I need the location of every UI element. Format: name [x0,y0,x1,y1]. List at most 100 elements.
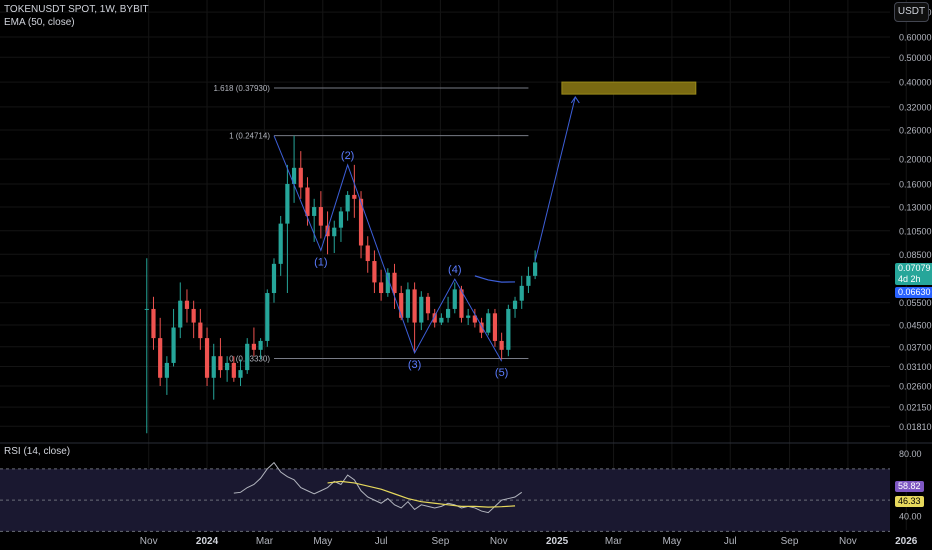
x-tick-label: Mar [256,536,274,547]
ema-line [474,275,516,283]
y-tick-label: 0.03100 [899,362,932,372]
candle-body [472,315,477,323]
wave-label: (2) [341,150,354,162]
x-tick-label: Sep [781,536,799,547]
rsi-tick-label: 80.00 [899,449,922,459]
x-tick-label: Mar [605,536,623,547]
x-tick-label: 2025 [546,536,569,547]
candle-body [298,167,303,188]
candle-body [332,227,337,237]
currency-button[interactable]: USDT [894,2,929,22]
y-tick-label: 0.02150 [899,403,932,413]
y-tick-label: 0.32000 [899,102,932,112]
candle-body [352,194,357,199]
rsi-line [233,461,523,514]
candle-body [526,275,531,286]
candle-body [204,338,210,378]
rsi-indicator-label[interactable]: RSI (14, close) [4,446,71,457]
wave-label: (1) [314,256,327,268]
candle-body [372,261,377,283]
candle-body [492,313,498,341]
candle-body [278,223,283,264]
y-tick-label: 0.26000 [899,125,932,135]
candle-body [305,187,310,216]
candle-body [245,343,250,371]
y-tick-label: 0.03700 [899,342,932,352]
y-tick-label: 0.08500 [899,250,932,260]
last-price: 0.07079 [898,263,931,273]
candle-body [365,245,370,262]
candle-body [512,300,518,309]
candle-body [432,313,437,323]
x-tick-label: 2024 [196,536,219,547]
y-tick-label: 0.04500 [899,321,932,331]
y-tick-label: 0.60000 [899,32,932,42]
fib-level-label: 1.618 (0.37930) [213,84,270,93]
ema-indicator-label[interactable]: EMA (50, close) [4,17,75,28]
x-tick-label: Sep [432,536,450,547]
x-tick-label: Jul [724,536,737,547]
y-tick-label: 0.16000 [899,179,932,189]
rsi-value-badge: 58.82 [895,481,924,492]
candle-body [198,322,203,339]
rsi-ma-line [327,480,516,508]
candle-body [358,198,364,246]
y-tick-label: 0.40000 [899,78,932,88]
candle-body [479,322,484,333]
candle-body [225,362,230,371]
candle-body [258,340,263,350]
candle-body [445,308,451,318]
y-tick-label: 0.01810 [899,422,932,432]
wave-label: (5) [495,367,508,379]
x-tick-label: Nov [490,536,508,547]
candle-body [184,300,190,309]
candle-body [164,362,169,378]
candle-body [238,370,243,378]
target-zone [561,81,697,95]
candle-body [291,167,297,184]
candle-body [399,293,404,318]
candle-body [452,289,457,309]
wave-label: (3) [408,359,421,371]
candle-body [191,308,196,323]
y-tick-label: 0.50000 [899,53,932,63]
candle-body [439,317,444,323]
candle-body [211,356,216,378]
candle-body [392,272,397,294]
candle-body [285,183,290,224]
candle-body [178,300,183,328]
x-tick-label: May [662,536,681,547]
wave-label: (4) [448,264,461,276]
candle-body [151,308,156,339]
candle-body [312,207,317,216]
elliott-wave-path [273,135,503,362]
x-tick-label: 2026 [895,536,918,547]
fib-level-label: 0 (0.03330) [229,354,270,363]
candle-body [251,343,257,350]
candle-body [231,362,236,378]
candle-body [271,263,277,294]
x-tick-label: Nov [839,536,857,547]
candle-body [325,225,330,237]
candle-body [486,313,491,333]
y-tick-label: 0.05500 [899,298,932,308]
symbol-title[interactable]: TOKENUSDT SPOT, 1W, BYBIT [4,4,149,15]
projection-arrow [534,96,576,262]
last-price-badge: 0.07079 4d 2h [895,263,932,285]
x-tick-label: Jul [375,536,388,547]
y-tick-label: 0.10500 [899,226,932,236]
candle-body [318,207,323,226]
candle-body [158,338,163,378]
candle-body [379,282,384,294]
rsi-tick-label: 40.00 [899,511,922,521]
candle-body [499,340,504,350]
candle-body [506,308,511,350]
projection-arrowhead [570,96,580,104]
candle-body [419,296,424,323]
candle-body [533,262,538,276]
candle-body [425,296,431,314]
x-tick-label: Nov [140,536,158,547]
candle-body [412,289,417,323]
candle-body [459,289,464,318]
